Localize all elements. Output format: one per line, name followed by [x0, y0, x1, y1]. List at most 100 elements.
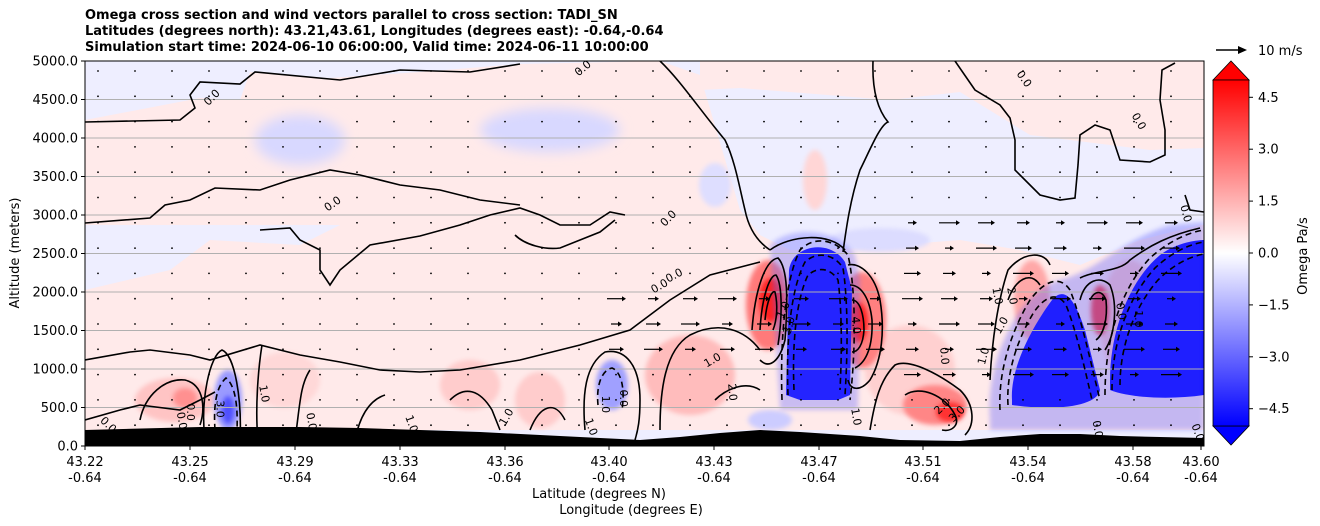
y-tick-label: 5000.0	[33, 55, 79, 70]
wind-vector	[430, 70, 432, 72]
horizontal-gridlines	[85, 99, 1204, 408]
wind-vector	[615, 70, 617, 72]
zero-contour-mid-2	[259, 207, 626, 287]
wind-vector	[504, 221, 506, 224]
wind-vector	[689, 247, 691, 250]
contour-cell-6	[449, 390, 501, 431]
y-tick-label: 2500.0	[33, 247, 79, 262]
wind-vector	[541, 323, 543, 325]
wind-vector	[837, 247, 839, 250]
wind-vector-head	[1065, 270, 1069, 276]
wind-vector	[874, 146, 876, 148]
x-tick-label-lat: 43.36	[486, 455, 523, 470]
wind-vector-head	[993, 346, 997, 352]
wind-vector	[97, 95, 99, 98]
x-tick-label-lat: 43.25	[171, 455, 208, 470]
wind-vector	[1059, 171, 1061, 174]
wind-vector	[504, 146, 506, 148]
wind-vector	[134, 120, 136, 123]
wind-vector	[1096, 399, 1098, 401]
wind-vector-head	[1100, 372, 1104, 378]
wind-vector	[578, 424, 580, 427]
wind-vector-head	[877, 296, 881, 302]
wind-vector	[578, 120, 580, 123]
wind-vector	[430, 348, 432, 351]
wind-vector	[1096, 146, 1098, 148]
contour-cell-2	[202, 349, 242, 441]
updraft-spot	[803, 150, 827, 210]
wind-vector	[689, 120, 691, 123]
wind-vector-head	[805, 296, 809, 302]
wind-vector	[97, 120, 99, 123]
contour-label: 1.0	[582, 416, 600, 437]
wind-vectors	[97, 70, 1182, 427]
wind-vector	[356, 373, 358, 376]
wind-vector	[985, 399, 987, 401]
colorbar-gradient	[1212, 79, 1250, 427]
wind-vector-head	[1178, 270, 1182, 276]
wind-vector	[282, 196, 284, 199]
wind-vector	[356, 272, 358, 275]
wind-vector-head	[1102, 296, 1106, 302]
wind-vector-head	[768, 321, 772, 327]
wind-vector	[615, 424, 617, 427]
wind-vector	[393, 424, 395, 427]
wind-vector-head	[881, 346, 885, 352]
contour-updraft-east-3	[851, 299, 865, 353]
wind-vector	[1133, 196, 1135, 199]
wind-vector	[282, 146, 284, 148]
wind-vector	[282, 221, 284, 224]
downdraft-contour-6	[999, 280, 1101, 411]
x-tick-label-lon: -0.64	[592, 471, 626, 486]
wind-vector-head	[1026, 220, 1030, 226]
wind-vector-head	[954, 296, 958, 302]
wind-vector	[430, 120, 432, 123]
wind-vector	[578, 196, 580, 199]
wind-vector	[171, 272, 173, 275]
wind-vector	[1133, 120, 1135, 123]
wind-vector-head	[917, 270, 921, 276]
wind-vector	[1022, 196, 1024, 199]
wind-vector	[689, 196, 691, 199]
wind-vector	[245, 70, 247, 72]
wind-vector	[911, 70, 913, 72]
wind-vector	[171, 424, 173, 427]
wind-vector	[948, 95, 950, 98]
wind-vector	[504, 424, 506, 427]
wind-vector	[504, 272, 506, 275]
wind-vector-head	[917, 372, 921, 378]
wind-vector	[208, 272, 210, 275]
wind-vector	[837, 95, 839, 98]
wind-vector	[541, 95, 543, 98]
wind-vector	[615, 272, 617, 275]
wind-vector	[763, 221, 765, 224]
zero-contour-mid	[85, 169, 521, 224]
wind-vector	[1096, 70, 1098, 72]
x-tick-label-lon: -0.64	[1011, 471, 1045, 486]
x-tick-label-lat: 43.29	[276, 455, 313, 470]
wind-vector	[541, 120, 543, 123]
contour-updraft-west-2	[759, 274, 782, 346]
wind-vector-head	[950, 346, 954, 352]
wind-vector	[430, 221, 432, 224]
wind-vector	[430, 247, 432, 250]
wind-vector	[282, 70, 284, 72]
wind-vector	[319, 373, 321, 376]
wind-vector-head	[919, 296, 923, 302]
colorbar-tick-label: −3.0	[1258, 350, 1290, 365]
wind-vector	[393, 297, 395, 300]
wind-vector	[541, 272, 543, 275]
wind-vector	[97, 323, 99, 325]
colorbar-tick-label: 1.5	[1258, 195, 1279, 210]
wind-vector	[948, 120, 950, 123]
contour-updraft-east-1	[847, 263, 884, 390]
wind-vector	[208, 70, 210, 72]
wind-vector	[726, 373, 728, 376]
wind-vector-head	[655, 296, 659, 302]
zero-contour-edge	[1184, 194, 1204, 213]
wind-vector	[356, 323, 358, 325]
wind-vector	[1133, 171, 1135, 174]
wind-vector	[911, 171, 913, 174]
wind-vector	[134, 297, 136, 300]
y-tick-label: 4500.0	[33, 93, 79, 108]
